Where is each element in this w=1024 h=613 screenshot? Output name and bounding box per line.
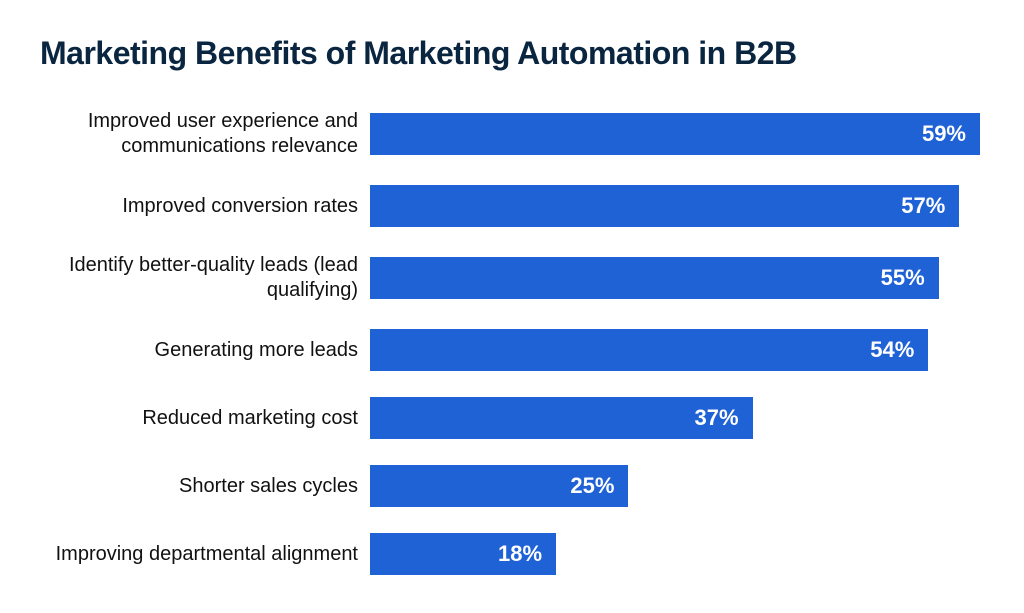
bar-row: Identify better-quality leads (lead qual… <box>40 253 984 303</box>
bar-value: 25% <box>570 473 614 499</box>
bar-label: Identify better-quality leads (lead qual… <box>40 253 370 303</box>
bar-label: Generating more leads <box>40 338 370 363</box>
bar-track: 54% <box>370 329 980 371</box>
bar-row: Reduced marketing cost 37% <box>40 397 984 439</box>
chart-title: Marketing Benefits of Marketing Automati… <box>40 36 984 71</box>
bar-value: 54% <box>870 337 914 363</box>
bar-row: Improving departmental alignment 18% <box>40 533 984 575</box>
bar-row: Shorter sales cycles 25% <box>40 465 984 507</box>
bar-value: 55% <box>881 265 925 291</box>
bar: 25% <box>370 465 628 507</box>
bar-track: 25% <box>370 465 980 507</box>
bar-label: Shorter sales cycles <box>40 474 370 499</box>
bar-row: Improved user experience and communicati… <box>40 109 984 159</box>
bar-track: 37% <box>370 397 980 439</box>
bar-value: 18% <box>498 541 542 567</box>
bar: 54% <box>370 329 928 371</box>
bar-row: Improved conversion rates 57% <box>40 185 984 227</box>
bar-value: 59% <box>922 121 966 147</box>
bar-track: 55% <box>370 257 980 299</box>
bar: 57% <box>370 185 959 227</box>
bar-track: 18% <box>370 533 980 575</box>
bar-row: Generating more leads 54% <box>40 329 984 371</box>
bar-rows: Improved user experience and communicati… <box>40 109 984 575</box>
bar-value: 57% <box>901 193 945 219</box>
bar-label: Improved conversion rates <box>40 194 370 219</box>
bar: 37% <box>370 397 753 439</box>
bar-value: 37% <box>694 405 738 431</box>
bar-label: Reduced marketing cost <box>40 406 370 431</box>
bar-track: 59% <box>370 113 980 155</box>
bar-track: 57% <box>370 185 980 227</box>
bar: 59% <box>370 113 980 155</box>
bar-label: Improving departmental alignment <box>40 542 370 567</box>
bar: 18% <box>370 533 556 575</box>
bar: 55% <box>370 257 939 299</box>
bar-label: Improved user experience and communicati… <box>40 109 370 159</box>
chart-container: Marketing Benefits of Marketing Automati… <box>0 0 1024 613</box>
